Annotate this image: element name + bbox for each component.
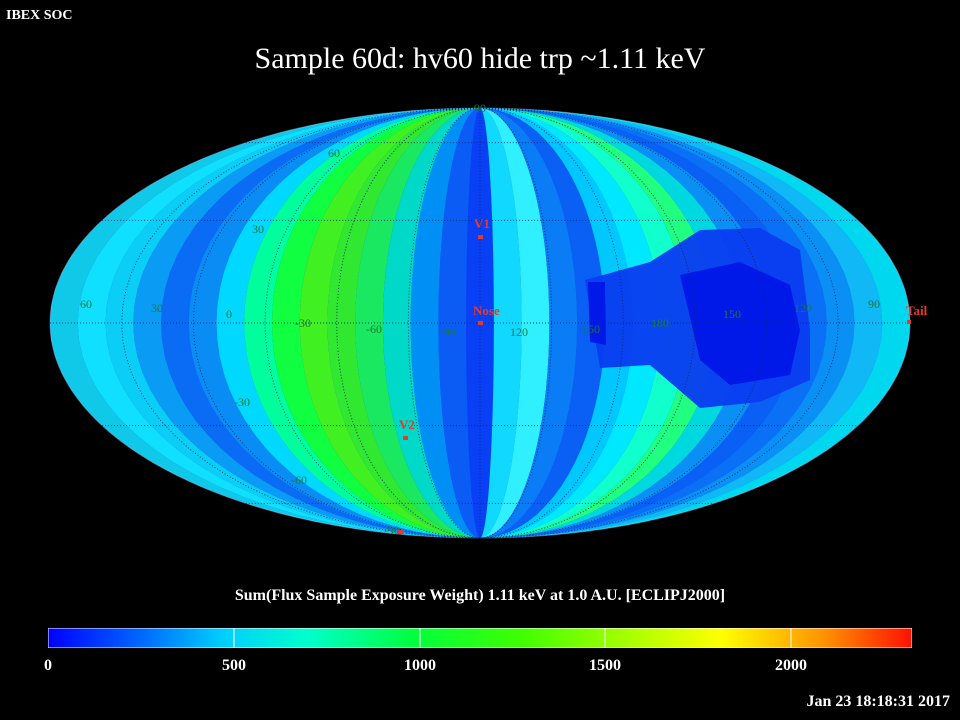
- grid-label-lon-120b: 120: [794, 301, 812, 315]
- map-band: [355, 108, 480, 538]
- grid-label-lon-m90: -90: [440, 325, 456, 339]
- grid-label-lon-90: 90: [868, 297, 880, 311]
- grid-meridian: [121, 107, 481, 539]
- grid-meridian: [192, 107, 481, 539]
- map-band: [438, 108, 480, 538]
- marker-tail: [907, 320, 911, 324]
- grid-label-lat-30: 30: [252, 222, 264, 236]
- marker-label-v1: V1: [474, 216, 490, 231]
- timestamp: Jan 23 18:18:31 2017: [806, 693, 950, 710]
- grid-meridian: [407, 107, 481, 539]
- map-caption: Sum(Flux Sample Exposure Weight) 1.11 ke…: [234, 587, 726, 604]
- marker-nose: [478, 321, 483, 325]
- marker-label-v2: V2: [399, 417, 415, 432]
- grid-label-lon-0: 0: [226, 307, 232, 321]
- grid-label-lon-180: 180: [651, 316, 669, 330]
- map-band: [480, 108, 550, 538]
- colorbar: [48, 628, 912, 648]
- map-title: Sample 60d: hv60 hide trp ~1.11 keV: [254, 42, 706, 75]
- marker-v1: [478, 235, 483, 239]
- grid-label-lon-m60: -60: [366, 322, 382, 336]
- grid-meridian: [479, 107, 624, 539]
- grid-label-lat-m60: -60: [291, 473, 307, 487]
- colorbar-tick-500: 500: [222, 657, 246, 674]
- map-band: [480, 108, 661, 538]
- grid-meridian: [336, 107, 481, 539]
- map-band: [327, 108, 480, 538]
- grid-label-lat-60: 60: [328, 146, 340, 160]
- marker-v2: [403, 436, 408, 440]
- map-band: [299, 108, 480, 538]
- source-label: IBEX SOC: [6, 8, 73, 23]
- map-band: [480, 108, 578, 538]
- grid-meridian: [479, 107, 768, 539]
- map-band: [271, 108, 480, 538]
- map-band: [480, 108, 633, 538]
- grid-label-lon-60: 60: [80, 297, 92, 311]
- marker-south-pole: [398, 530, 404, 534]
- colorbar-tick-1500: 1500: [589, 657, 621, 674]
- grid-label-lat-m30: -30: [234, 395, 250, 409]
- grid-label-lon-150: 150: [582, 322, 600, 336]
- colorbar-tick-2000: 2000: [775, 657, 807, 674]
- colorbar-tick-1000: 1000: [404, 657, 436, 674]
- grid-label-lon-150b: 150: [723, 307, 741, 321]
- marker-label-nose: Nose: [473, 303, 500, 318]
- grid-meridian: [479, 107, 553, 539]
- marker-label-tail: Tail: [906, 303, 928, 318]
- grid-label-lon-120: 120: [510, 325, 528, 339]
- grid-label-lon-m30: -30: [295, 316, 311, 330]
- map-band: [480, 108, 605, 538]
- map-band: [480, 108, 689, 538]
- grid-label-lat-90: 90: [474, 101, 486, 115]
- map-band: [382, 108, 480, 538]
- map-band: [410, 108, 480, 538]
- grid-meridian: [479, 107, 839, 539]
- grid-label-lat-m90: -90: [384, 523, 400, 537]
- colorbar-tick-0: 0: [44, 657, 52, 674]
- grid-label-lon-30: 30: [151, 301, 163, 315]
